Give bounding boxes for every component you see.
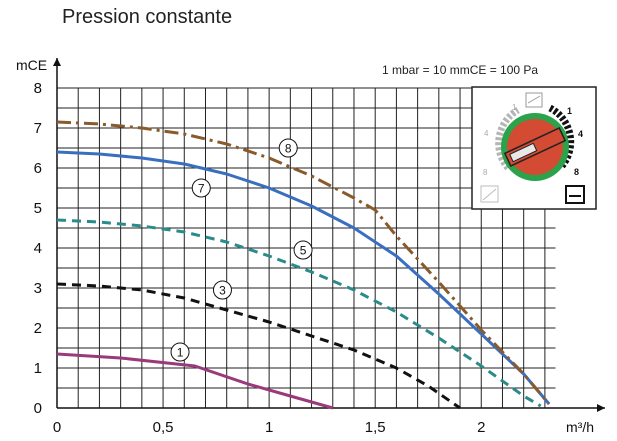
y-tick-label: 4 bbox=[34, 240, 42, 257]
dial-label: 1 bbox=[567, 106, 572, 116]
dial-label: 8 bbox=[574, 167, 579, 177]
y-tick-label: 3 bbox=[34, 280, 42, 297]
curve-label-circle bbox=[170, 342, 190, 362]
curve-label-3: 3 bbox=[212, 280, 232, 300]
y-axis-label: mCE bbox=[16, 57, 47, 73]
curve-label-text: 3 bbox=[219, 284, 226, 298]
series-line-8 bbox=[56, 120, 551, 405]
curve-label-circle bbox=[191, 178, 211, 198]
y-tick-label: 0 bbox=[34, 400, 42, 417]
x-tick-label: 1,5 bbox=[365, 419, 386, 436]
curve-label-7: 7 bbox=[191, 178, 211, 198]
dial-label: 1 bbox=[512, 103, 517, 112]
curve-label-circle bbox=[293, 240, 313, 260]
y-tick-label: 1 bbox=[34, 360, 42, 377]
x-tick-label: 0,5 bbox=[153, 419, 174, 436]
proportional-pressure-icon bbox=[480, 185, 499, 203]
dial-label: 4 bbox=[484, 129, 489, 138]
curve-label-text: 7 bbox=[198, 182, 205, 196]
y-axis-arrow bbox=[53, 58, 61, 66]
curve-label-text: 1 bbox=[177, 346, 184, 360]
dial-label: 4 bbox=[578, 129, 583, 139]
x-axis-arrow bbox=[597, 404, 605, 412]
y-tick-label: 6 bbox=[34, 160, 42, 177]
y-tick-label: 8 bbox=[34, 80, 42, 97]
curve-label-text: 8 bbox=[285, 142, 292, 156]
page-title: Pression constante bbox=[62, 6, 233, 28]
curve-label-text: 5 bbox=[300, 244, 307, 258]
series-line-7 bbox=[56, 150, 551, 405]
series-line-5 bbox=[56, 218, 542, 408]
y-tick-label: 5 bbox=[34, 200, 42, 217]
curve-label-8: 8 bbox=[278, 138, 298, 158]
y-tick-label: 2 bbox=[34, 320, 42, 337]
y-tick-label: 7 bbox=[34, 120, 42, 137]
x-tick-label: 2 bbox=[477, 419, 485, 436]
curve-label-5: 5 bbox=[293, 240, 313, 260]
series-line-1 bbox=[56, 352, 334, 410]
unit-note: 1 mbar = 10 mmCE = 100 Pa bbox=[382, 63, 538, 77]
series-line-3 bbox=[56, 282, 461, 410]
dial-knob bbox=[503, 126, 567, 168]
x-tick-label: 0 bbox=[53, 419, 61, 436]
x-tick-label: 1 bbox=[265, 419, 273, 436]
speed-selector-inset: 1 4 8 1 4 8 bbox=[471, 86, 597, 210]
dial-label: 8 bbox=[483, 168, 488, 177]
curve-label-circle bbox=[212, 280, 232, 300]
series bbox=[56, 120, 551, 410]
constant-pressure-icon bbox=[565, 185, 585, 204]
x-axis-label: m³/h bbox=[566, 419, 594, 435]
auto-mode-icon bbox=[525, 92, 543, 108]
curve-labels: 1 3 5 7 8 bbox=[170, 138, 313, 362]
curve-label-1: 1 bbox=[170, 342, 190, 362]
curve-label-circle bbox=[278, 138, 298, 158]
